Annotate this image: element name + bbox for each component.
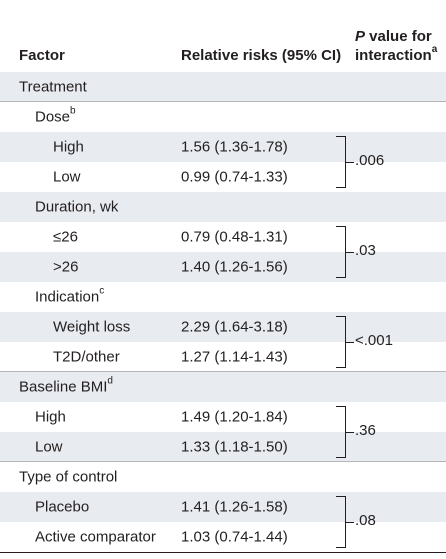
table-row: Type of control bbox=[0, 462, 446, 492]
table-row: Doseb bbox=[0, 102, 446, 132]
row-label: High bbox=[35, 408, 66, 426]
header-p-italic: P bbox=[355, 28, 366, 45]
p-value-bmi: .36 bbox=[355, 422, 376, 439]
table-row: Active comparator 1.03 (0.74-1.44) bbox=[0, 522, 446, 552]
group-bracket bbox=[336, 136, 354, 188]
table-row: High 1.49 (1.20-1.84) bbox=[0, 402, 446, 432]
table-row: High 1.56 (1.36-1.78) bbox=[0, 132, 446, 162]
relative-risk-value: 0.99 (0.74-1.33) bbox=[181, 168, 288, 186]
relative-risk-value: 0.79 (0.48-1.31) bbox=[181, 228, 288, 246]
relative-risk-value: 1.56 (1.36-1.78) bbox=[181, 138, 288, 156]
row-label: Type of control bbox=[19, 468, 118, 486]
relative-risk-value: 1.49 (1.20-1.84) bbox=[181, 408, 288, 426]
row-label: Placebo bbox=[35, 498, 90, 516]
table-row: Indicationc bbox=[0, 282, 446, 312]
bottom-rule bbox=[0, 552, 446, 553]
row-label: Baseline BMId bbox=[19, 375, 113, 396]
header-interaction: interaction bbox=[355, 47, 432, 64]
footnote-marker: b bbox=[70, 105, 76, 117]
row-label: T2D/other bbox=[53, 348, 120, 365]
table-row: Duration, wk bbox=[0, 192, 446, 222]
row-label: Low bbox=[53, 168, 81, 186]
relative-risk-value: 1.41 (1.26-1.58) bbox=[181, 498, 288, 516]
row-label: Active comparator bbox=[35, 528, 156, 546]
row-label-text: Indication bbox=[35, 288, 100, 306]
group-bracket bbox=[336, 226, 354, 278]
row-label-text: Baseline BMI bbox=[19, 378, 108, 396]
relative-risk-value: 1.27 (1.14-1.43) bbox=[181, 348, 288, 365]
group-bracket bbox=[336, 316, 354, 368]
row-label: ≤26 bbox=[53, 228, 78, 246]
table-row: Treatment bbox=[0, 72, 446, 102]
group-bracket bbox=[336, 496, 354, 548]
row-label: Doseb bbox=[35, 105, 76, 126]
row-label: Treatment bbox=[19, 78, 87, 95]
header-p-value-line2: interactiona bbox=[355, 44, 438, 65]
table-row: ≤26 0.79 (0.48-1.31) bbox=[0, 222, 446, 252]
table-row: Weight loss 2.29 (1.64-3.18) bbox=[0, 312, 446, 342]
header-factor: Factor bbox=[19, 47, 65, 64]
row-label: Weight loss bbox=[53, 318, 131, 336]
table-header: Factor Relative risks (95% CI) P value f… bbox=[0, 0, 446, 73]
relative-risk-value: 1.33 (1.18-1.50) bbox=[181, 438, 288, 455]
row-label-text: Dose bbox=[35, 108, 71, 126]
header-p-value-line1: P value for bbox=[355, 28, 432, 45]
row-label: Indicationc bbox=[35, 285, 105, 306]
p-value-dose: .006 bbox=[355, 152, 385, 169]
p-value-indication: <.001 bbox=[355, 332, 393, 349]
p-value-duration: .03 bbox=[355, 242, 376, 259]
row-label: Low bbox=[35, 438, 63, 455]
relative-risk-value: 2.29 (1.64-3.18) bbox=[181, 318, 288, 336]
row-label: High bbox=[53, 138, 84, 156]
row-label: >26 bbox=[53, 258, 79, 276]
footnote-marker: d bbox=[107, 375, 113, 387]
header-p-rest: value for bbox=[365, 28, 432, 45]
table-row: >26 1.40 (1.26-1.56) bbox=[0, 252, 446, 282]
table-row: Baseline BMId bbox=[0, 372, 446, 402]
row-label: Duration, wk bbox=[35, 198, 119, 216]
table-row: Placebo 1.41 (1.26-1.58) bbox=[0, 492, 446, 522]
relative-risk-value: 1.03 (0.74-1.44) bbox=[181, 528, 288, 546]
header-relative-risks: Relative risks (95% CI) bbox=[181, 47, 342, 64]
header-footnote-a: a bbox=[431, 44, 438, 55]
p-value-control: .08 bbox=[355, 512, 376, 529]
relative-risk-value: 1.40 (1.26-1.56) bbox=[181, 258, 288, 276]
table-row: Low 0.99 (0.74-1.33) bbox=[0, 162, 446, 192]
table-row: Low 1.33 (1.18-1.50) bbox=[0, 432, 446, 462]
table-row: T2D/other 1.27 (1.14-1.43) bbox=[0, 342, 446, 372]
group-bracket bbox=[336, 406, 354, 458]
footnote-marker: c bbox=[99, 285, 105, 297]
